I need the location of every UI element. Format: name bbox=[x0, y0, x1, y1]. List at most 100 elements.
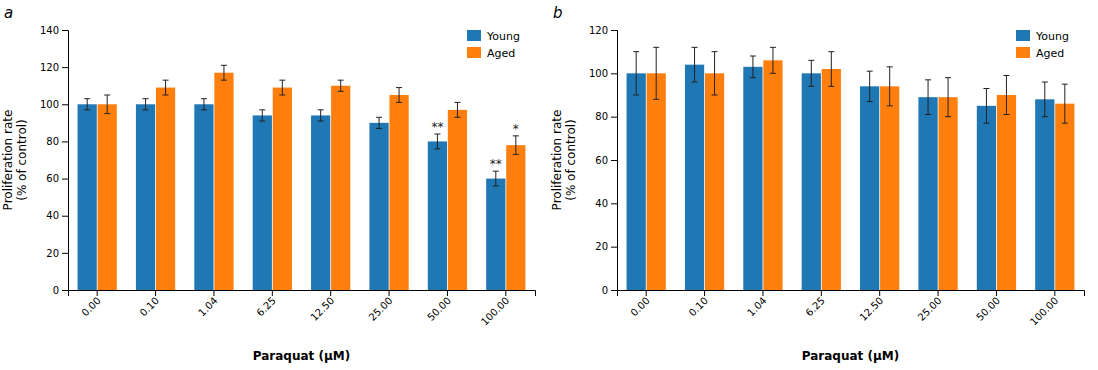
legend-label: Aged bbox=[1036, 47, 1064, 60]
y-axis: 020406080100120140 bbox=[40, 25, 69, 296]
y-tick: 20 bbox=[595, 241, 617, 252]
tick-mark bbox=[447, 290, 448, 296]
bar bbox=[880, 86, 899, 290]
bar bbox=[506, 145, 525, 290]
tick-mark bbox=[62, 104, 68, 105]
bar bbox=[78, 104, 97, 290]
tick-mark bbox=[938, 290, 939, 296]
error-bar bbox=[808, 60, 814, 86]
error-bar bbox=[376, 117, 382, 128]
panel: 0204060801001200.000.101.046.2512.5025.0… bbox=[550, 4, 1085, 363]
legend-item: Young bbox=[1016, 30, 1069, 43]
y-tick: 40 bbox=[46, 210, 68, 221]
tick-mark bbox=[62, 67, 68, 68]
error-bar bbox=[259, 110, 265, 121]
bar bbox=[389, 95, 408, 290]
x-axis-title: Paraquat (μM) bbox=[802, 349, 899, 363]
annotations: ***** bbox=[431, 120, 518, 171]
x-tick: 1.04 bbox=[745, 290, 769, 318]
error-bar bbox=[925, 80, 931, 115]
x-tick: 0.10 bbox=[138, 290, 162, 318]
error-bar bbox=[983, 89, 989, 124]
bar bbox=[369, 123, 388, 290]
error-bar bbox=[338, 80, 344, 91]
bar bbox=[253, 115, 272, 290]
x-tick: 12.50 bbox=[857, 290, 885, 323]
error-bar bbox=[143, 99, 149, 110]
axis-line bbox=[69, 291, 536, 297]
axis-line bbox=[62, 31, 69, 291]
bar bbox=[802, 73, 821, 290]
tick-label: 0.00 bbox=[628, 295, 652, 319]
bar-series bbox=[647, 47, 1075, 290]
legend-item: Aged bbox=[1016, 47, 1064, 60]
panel: 0204060801001201400.000.101.046.2512.502… bbox=[1, 4, 536, 363]
tick-label: 0.00 bbox=[79, 295, 103, 319]
bar bbox=[822, 69, 841, 290]
y-axis: 020406080100120 bbox=[589, 25, 618, 296]
bar bbox=[763, 60, 782, 290]
tick-label: 1.04 bbox=[745, 295, 769, 319]
error-bar bbox=[712, 52, 718, 95]
legend-label: Aged bbox=[487, 47, 515, 60]
y-tick: 100 bbox=[40, 99, 68, 110]
error-bar bbox=[84, 99, 90, 110]
tick-label: 0 bbox=[602, 285, 608, 296]
bar bbox=[428, 141, 447, 290]
y-tick: 60 bbox=[595, 155, 617, 166]
axis-line bbox=[611, 31, 618, 291]
panel-label: a bbox=[4, 4, 13, 22]
tick-label: 6.25 bbox=[803, 295, 827, 319]
legend-swatch bbox=[467, 30, 481, 41]
error-bar bbox=[221, 65, 227, 80]
x-axis: 0.000.101.046.2512.5025.0050.00100.00 bbox=[618, 290, 1085, 327]
y-tick: 80 bbox=[46, 136, 68, 147]
bar bbox=[156, 88, 175, 290]
bar bbox=[977, 106, 996, 290]
x-tick: 50.00 bbox=[425, 290, 453, 323]
tick-label: 12.50 bbox=[308, 295, 336, 323]
x-tick: 25.00 bbox=[367, 290, 395, 323]
tick-label: 100.00 bbox=[1028, 295, 1061, 328]
x-tick: 1.04 bbox=[196, 290, 220, 318]
y-tick: 0 bbox=[53, 285, 68, 296]
x-tick: 100.00 bbox=[1028, 290, 1061, 327]
error-bar bbox=[396, 88, 402, 103]
tick-label: 0.10 bbox=[138, 295, 162, 319]
plot-area bbox=[627, 47, 1075, 290]
bar bbox=[194, 104, 213, 290]
tick-mark bbox=[879, 290, 880, 296]
bar bbox=[627, 73, 646, 290]
tick-mark bbox=[213, 290, 214, 296]
tick-mark bbox=[996, 290, 997, 296]
tick-mark bbox=[272, 290, 273, 296]
bar bbox=[486, 179, 505, 290]
error-bar bbox=[867, 71, 873, 101]
y-tick: 80 bbox=[595, 111, 617, 122]
tick-label: 100 bbox=[589, 68, 608, 79]
plot-area bbox=[78, 65, 526, 290]
error-bar bbox=[434, 134, 440, 149]
tick-mark bbox=[62, 30, 68, 31]
legend-swatch bbox=[1016, 30, 1030, 41]
bar-series bbox=[98, 65, 526, 290]
y-tick: 20 bbox=[46, 248, 68, 259]
tick-mark bbox=[704, 290, 705, 296]
bar bbox=[647, 73, 666, 290]
bar bbox=[1035, 99, 1054, 290]
bar bbox=[743, 67, 762, 290]
legend: Young Aged bbox=[1016, 30, 1069, 60]
tick-mark bbox=[611, 30, 617, 31]
tick-mark bbox=[611, 247, 617, 248]
bar bbox=[918, 97, 937, 290]
tick-mark bbox=[611, 160, 617, 161]
tick-mark bbox=[62, 253, 68, 254]
tick-label: 40 bbox=[46, 210, 59, 221]
tick-label: 120 bbox=[40, 62, 59, 73]
annotation: * bbox=[513, 122, 519, 136]
tick-label: 80 bbox=[595, 111, 608, 122]
bar bbox=[98, 104, 117, 290]
tick-label: 20 bbox=[46, 248, 59, 259]
tick-label: 6.25 bbox=[254, 295, 278, 319]
annotation: ** bbox=[490, 157, 502, 171]
